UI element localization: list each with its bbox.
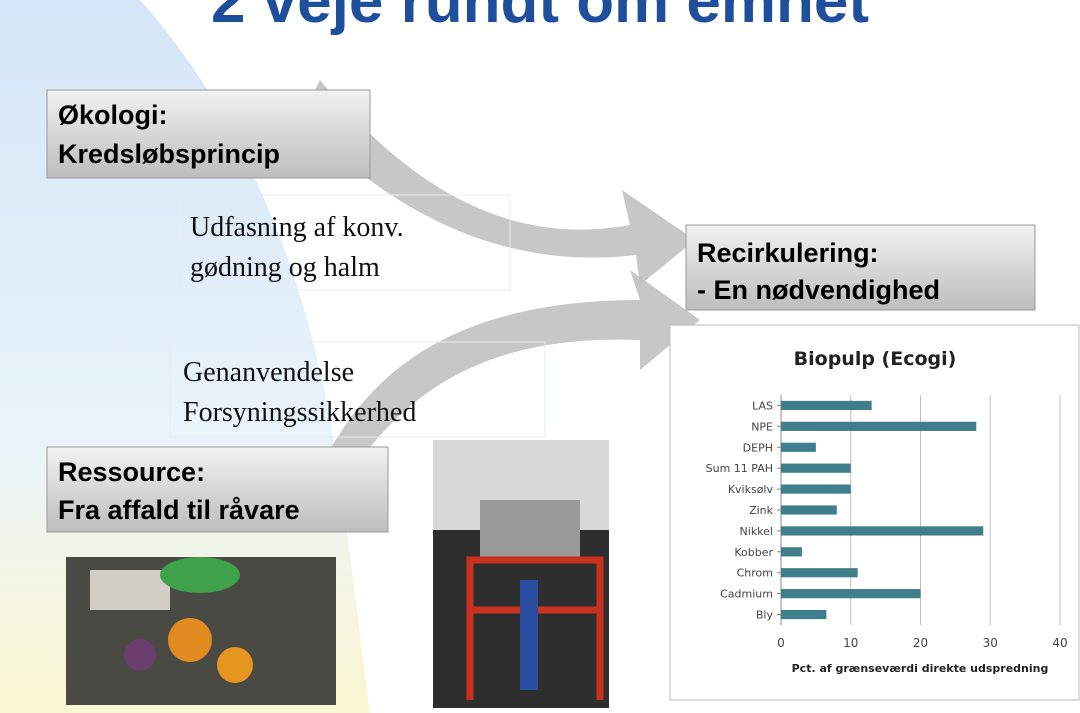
- photo-detail: [217, 647, 253, 683]
- bar: [781, 568, 858, 577]
- y-tick-label: Zink: [749, 504, 774, 517]
- x-tick-label: 10: [843, 636, 858, 650]
- box-text: Ressource:: [58, 457, 205, 487]
- photo-plant: [433, 440, 609, 708]
- photo-detail: [90, 570, 170, 610]
- y-tick-label: Cadmium: [720, 588, 773, 601]
- photo-detail: [124, 639, 156, 671]
- bar: [781, 401, 872, 410]
- chart-frame: [670, 325, 1079, 700]
- bar: [781, 464, 851, 473]
- x-tick-label: 0: [777, 636, 785, 650]
- bar: [781, 610, 826, 619]
- x-tick-label: 20: [913, 636, 928, 650]
- x-axis-label: Pct. af grænseværdi direkte udspredning: [792, 662, 1049, 675]
- photo-detail: [160, 557, 240, 593]
- label-box: Recirkulering: - En nødvendighed: [686, 225, 1035, 310]
- bar: [781, 547, 802, 556]
- chart-title: Biopulp (Ecogi): [794, 348, 957, 370]
- bar: [781, 505, 837, 514]
- x-tick-label: 40: [1052, 636, 1067, 650]
- box-text: - En nødvendighed: [697, 275, 940, 305]
- bar: [781, 443, 816, 452]
- note-text: Udfasning af konv.: [190, 212, 404, 243]
- photo-waste: [66, 557, 336, 705]
- chart: Biopulp (Ecogi) Pct. af grænseværdi dire…: [670, 325, 1079, 700]
- photo-detail: [168, 618, 212, 662]
- y-tick-label: LAS: [752, 399, 773, 412]
- y-tick-label: Chrom: [737, 567, 773, 580]
- y-tick-label: Kviksølv: [728, 483, 774, 496]
- label-box: Økologi: Kredsløbsprincip: [47, 90, 370, 178]
- y-tick-label: Nikkel: [740, 525, 773, 538]
- box-text: Recirkulering:: [697, 238, 879, 268]
- y-tick-label: Sum 11 PAH: [706, 462, 773, 475]
- y-tick-label: Bly: [756, 609, 774, 622]
- bar: [781, 526, 983, 535]
- y-tick-label: DEPH: [743, 441, 773, 454]
- photo-detail: [520, 580, 538, 690]
- bar: [781, 589, 921, 598]
- y-tick-label: NPE: [751, 420, 773, 433]
- box-text: Økologi:: [58, 100, 168, 130]
- note-text: gødning og halm: [190, 252, 380, 283]
- label-box: Ressource: Fra affald til råvare: [47, 447, 388, 532]
- photo-detail: [480, 500, 580, 560]
- arrow: [330, 270, 700, 460]
- slide: 2 veje rundt om emnet Økologi: Kredsløbs…: [0, 0, 1080, 713]
- note-text: Forsyningssikkerhed: [183, 397, 416, 428]
- note-text: Genanvendelse: [183, 357, 354, 388]
- bar: [781, 484, 851, 493]
- box-text: Kredsløbsprincip: [58, 139, 280, 169]
- y-tick-label: Kobber: [734, 546, 773, 559]
- slide-title: 2 veje rundt om emnet: [211, 0, 869, 36]
- x-tick-label: 30: [983, 636, 998, 650]
- box-text: Fra affald til råvare: [58, 495, 300, 525]
- bar: [781, 422, 976, 431]
